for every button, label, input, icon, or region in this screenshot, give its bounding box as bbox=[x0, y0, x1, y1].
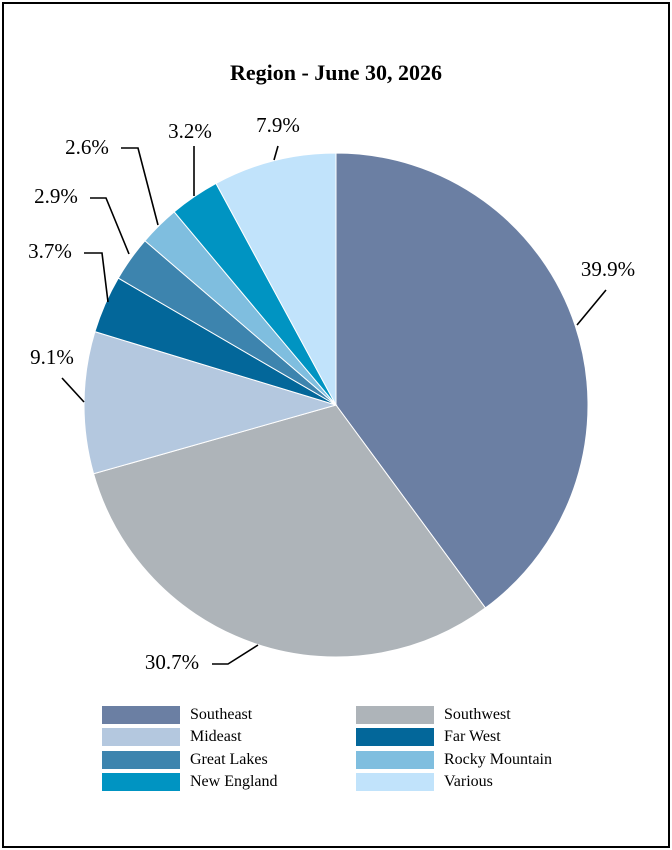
legend-item-far-west: Far West bbox=[356, 726, 602, 748]
pie-slice-mideast bbox=[83, 331, 338, 475]
data-label-southeast: 39.9% bbox=[581, 257, 635, 281]
leader-line-far-west bbox=[84, 252, 109, 303]
legend-swatch bbox=[102, 728, 180, 747]
legend-label: Southeast bbox=[190, 706, 253, 724]
legend-item-southwest: Southwest bbox=[356, 704, 602, 726]
data-label-far-west: 3.7% bbox=[28, 239, 72, 263]
legend-swatch bbox=[102, 706, 180, 725]
legend-swatch bbox=[102, 773, 180, 792]
data-label-mideast: 9.1% bbox=[30, 345, 74, 369]
leader-line-great-lakes bbox=[90, 197, 130, 255]
data-label-great-lakes: 2.9% bbox=[34, 184, 78, 208]
pie-slice-southeast bbox=[335, 152, 589, 609]
leader-line-southeast bbox=[576, 289, 607, 326]
pie-slice-various bbox=[215, 152, 337, 406]
data-label-various: 7.9% bbox=[256, 113, 300, 137]
legend-swatch bbox=[356, 773, 434, 792]
leader-line-various bbox=[273, 145, 279, 161]
legend-item-southeast: Southeast bbox=[102, 704, 356, 726]
legend-item-various: Various bbox=[356, 771, 602, 793]
legend-swatch bbox=[356, 728, 434, 747]
legend-swatch bbox=[102, 750, 180, 769]
data-label-new-england: 3.2% bbox=[168, 119, 212, 143]
chart-title: Region - June 30, 2026 bbox=[229, 60, 443, 85]
legend-label: Far West bbox=[444, 728, 501, 746]
legend-label: Southwest bbox=[444, 706, 511, 724]
legend-label: Rocky Mountain bbox=[444, 750, 552, 768]
legend-item-new-england: New England bbox=[102, 771, 356, 793]
legend-label: Various bbox=[444, 773, 493, 791]
legend-label: New England bbox=[190, 773, 278, 791]
legend-item-rocky-mountain: Rocky Mountain bbox=[356, 749, 602, 771]
data-label-southwest: 30.7% bbox=[145, 650, 199, 674]
data-label-rocky-mountain: 2.6% bbox=[65, 135, 109, 159]
legend-label: Great Lakes bbox=[190, 750, 268, 768]
legend-swatch bbox=[356, 706, 434, 725]
leader-line-rocky-mountain bbox=[121, 147, 159, 226]
leader-line-southwest bbox=[212, 644, 259, 665]
legend-label: Mideast bbox=[190, 728, 242, 746]
leader-line-mideast bbox=[61, 377, 85, 403]
legend-swatch bbox=[356, 750, 434, 769]
legend-item-great-lakes: Great Lakes bbox=[102, 749, 356, 771]
chart-legend: Southeast Southwest Mideast Far West Great L… bbox=[102, 704, 602, 793]
pie-slice-southwest bbox=[92, 404, 487, 658]
legend-item-mideast: Mideast bbox=[102, 726, 356, 748]
